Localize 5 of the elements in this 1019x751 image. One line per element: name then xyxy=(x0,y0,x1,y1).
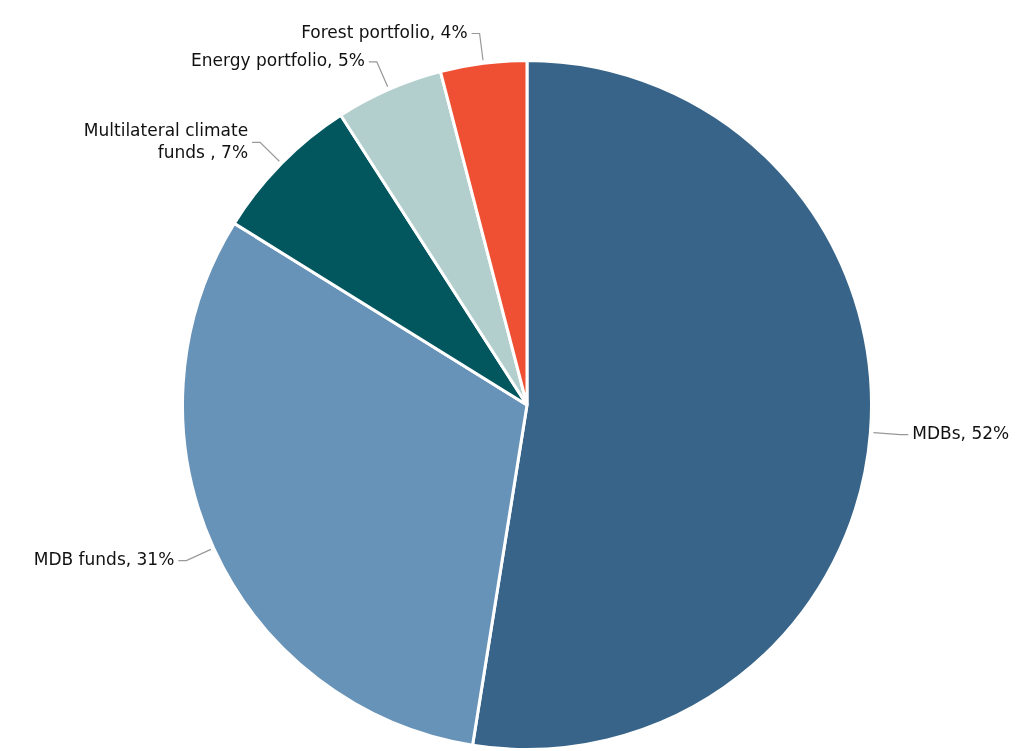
slice-label: Forest portfolio, 4% xyxy=(301,21,468,42)
slice-label: Multilateral climate funds , 7% xyxy=(83,119,249,162)
slice-label: Energy portfolio, 5% xyxy=(191,50,365,71)
slice-label: MDBs, 52% xyxy=(912,423,1010,444)
slice-label: MDB funds, 31% xyxy=(33,548,175,569)
